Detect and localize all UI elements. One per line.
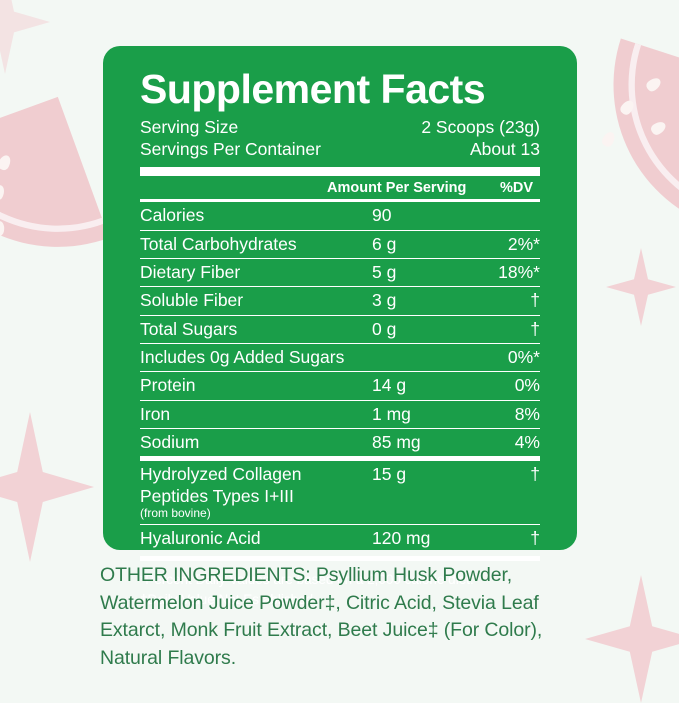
sparkle-top-left — [0, 0, 50, 74]
divider-thick-top — [140, 166, 540, 176]
nutrient-amount: 0 g — [372, 315, 480, 345]
nutrition-table: Calories 90 Total Carbohydrates 6 g 2%* … — [140, 202, 540, 552]
nutrient-amount: 14 g — [372, 371, 480, 401]
nutrient-amount: 85 mg — [372, 432, 421, 453]
table-row: Includes 0g Added Sugars 0%* — [140, 343, 540, 373]
nutrient-name: Protein — [140, 371, 372, 401]
supplement-facts-panel: Supplement Facts Serving Size 2 Scoops (… — [103, 46, 577, 607]
watermelon-seed — [600, 129, 618, 149]
table-row: Sodium 85 mg 4% — [140, 429, 540, 459]
nutrient-dv: 4% — [514, 432, 540, 453]
servings-per-container-label: Servings Per Container — [140, 139, 321, 160]
footnotes: *Percent Daily Values are based on a 2,0… — [140, 570, 540, 608]
table-row: Soluble Fiber 3 g † — [140, 286, 540, 316]
nutrient-dv: 8% — [480, 400, 540, 430]
watermelon-seed — [644, 75, 664, 94]
watermelon-seed — [618, 98, 637, 117]
nutrient-name: Hydrolyzed Collagen Peptides Types I+III… — [140, 456, 372, 526]
nutrient-name-text: Hydrolyzed Collagen Peptides Types I+III — [140, 464, 302, 506]
footnote-dagger: †Daily Value Not Established. — [140, 591, 317, 607]
table-row: Calories 90 — [140, 202, 540, 231]
servings-per-container-row: Servings Per Container About 13 — [140, 138, 540, 160]
table-row: Total Sugars 0 g † — [140, 315, 540, 345]
nutrient-dv — [480, 202, 540, 231]
sparkle-left — [0, 412, 94, 562]
column-header-amount: Amount Per Serving — [327, 179, 467, 196]
nutrient-name: Total Carbohydrates — [140, 230, 372, 260]
nutrient-amount: 120 mg — [372, 528, 431, 549]
nutrient-name: Sodium — [140, 432, 200, 453]
nutrient-amount — [372, 343, 480, 373]
nutrient-name: Soluble Fiber — [140, 286, 372, 316]
nutrient-amount: 1 mg — [372, 400, 480, 430]
serving-size-label: Serving Size — [140, 117, 239, 138]
nutrient-dv: 18%* — [480, 258, 540, 288]
servings-per-container-value: About 13 — [469, 139, 540, 160]
sparkle-bottom-right — [585, 575, 679, 703]
nutrient-dv: † — [480, 315, 540, 345]
watermelon-rind — [0, 96, 110, 290]
nutrient-amount: 3 g — [372, 286, 480, 316]
watermelon-stripe — [0, 96, 104, 270]
footnote-percent-dv: *Percent Daily Values are based on a 2,0… — [140, 572, 474, 588]
page-title: Supplement Facts — [140, 66, 486, 112]
nutrient-subnote: (from bovine) — [140, 506, 211, 521]
nutrient-name: Dietary Fiber — [140, 258, 372, 288]
serving-info: Serving Size 2 Scoops (23g) Servings Per… — [140, 116, 540, 161]
sparkle-top-right — [606, 248, 676, 326]
nutrient-dv: 0%* — [480, 343, 540, 373]
nutrient-name: Includes 0g Added Sugars — [140, 343, 372, 373]
serving-size-row: Serving Size 2 Scoops (23g) — [140, 116, 540, 138]
table-row: Dietary Fiber 5 g 18%* — [140, 258, 540, 288]
nutrient-amount: 15 g — [372, 456, 480, 526]
table-row: Hyaluronic Acid 120 mg † — [140, 525, 540, 553]
column-header-dv: %DV — [499, 179, 533, 196]
table-row: Iron 1 mg 8% — [140, 400, 540, 430]
nutrient-name: Total Sugars — [140, 315, 372, 345]
nutrient-amount: 5 g — [372, 258, 480, 288]
divider-bold-bottom — [140, 556, 540, 562]
watermelon-slice-left — [0, 96, 110, 290]
divider-medium — [140, 198, 540, 203]
watermelon-rind — [574, 38, 679, 228]
watermelon-slice-right — [574, 38, 679, 228]
column-headers: Amount Per Serving %DV — [140, 180, 540, 196]
nutrient-amount: 6 g — [372, 230, 480, 260]
nutrient-dv: 0% — [480, 371, 540, 401]
nutrient-name: Calories — [140, 202, 372, 231]
nutrient-dv: † — [480, 456, 540, 526]
nutrition-table-body: Calories 90 Total Carbohydrates 6 g 2%* … — [140, 202, 540, 552]
nutrient-dv: † — [530, 528, 540, 549]
other-ingredients: OTHER INGREDIENTS: Psyllium Husk Powder,… — [100, 564, 543, 670]
watermelon-stripe — [593, 43, 679, 214]
watermelon-seed — [0, 153, 13, 172]
watermelon-seed — [0, 183, 7, 202]
nutrient-name: Hyaluronic Acid — [140, 528, 261, 549]
table-row: Protein 14 g 0% — [140, 371, 540, 401]
nutrient-dv: 2%* — [480, 230, 540, 260]
watermelon-seed — [649, 119, 668, 137]
nutrient-amount: 90 — [372, 202, 480, 231]
table-row: Hydrolyzed Collagen Peptides Types I+III… — [140, 456, 540, 526]
nutrient-dv: † — [480, 286, 540, 316]
serving-size-value: 2 Scoops (23g) — [421, 117, 540, 138]
watermelon-seed — [0, 220, 6, 237]
table-row: Total Carbohydrates 6 g 2%* — [140, 230, 540, 260]
nutrient-name: Iron — [140, 400, 372, 430]
